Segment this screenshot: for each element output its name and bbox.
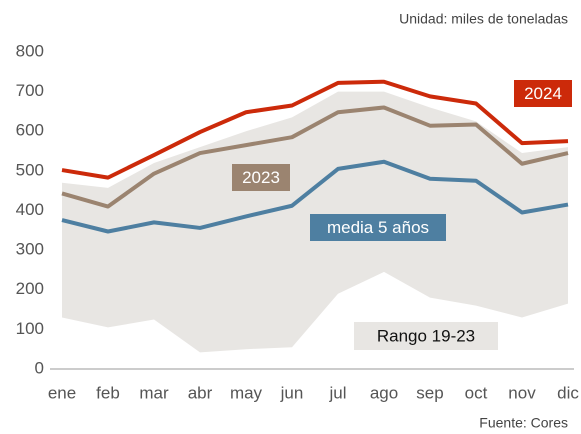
series-label: 2023	[242, 168, 280, 187]
x-tick-label: ago	[370, 383, 398, 402]
y-tick-label: 700	[16, 81, 44, 100]
y-tick-label: 0	[35, 358, 44, 377]
x-tick-label: jun	[280, 383, 304, 402]
series-label-bg	[232, 164, 290, 191]
y-tick-label: 100	[16, 319, 44, 338]
series-line	[61, 79, 569, 180]
series-label-bg	[310, 214, 446, 241]
x-tick-label: abr	[188, 383, 213, 402]
series-label: 2024	[524, 84, 562, 103]
y-tick-label: 400	[16, 200, 44, 219]
chart-source: Fuente: Cores	[479, 415, 568, 431]
x-tick-label: ene	[48, 383, 76, 402]
y-tick-label: 300	[16, 240, 44, 259]
series-line	[61, 159, 569, 234]
range-label-bg	[354, 322, 498, 350]
chart-subtitle: Unidad: miles de toneladas	[399, 11, 568, 27]
x-tick-label: feb	[96, 383, 120, 402]
x-tick-label: sep	[416, 383, 443, 402]
x-tick-label: may	[230, 383, 263, 402]
y-tick-label: 600	[16, 121, 44, 140]
x-tick-label: jul	[328, 383, 346, 402]
y-tick-label: 500	[16, 160, 44, 179]
x-tick-label: nov	[508, 383, 536, 402]
y-tick-label: 800	[16, 41, 44, 60]
y-tick-label: 200	[16, 279, 44, 298]
x-tick-label: dic	[557, 383, 579, 402]
x-tick-label: oct	[465, 383, 488, 402]
range-label: Rango 19-23	[377, 326, 475, 345]
series-label: media 5 años	[327, 218, 429, 237]
series-label-bg	[514, 80, 572, 107]
x-tick-label: mar	[139, 383, 169, 402]
series-line	[61, 105, 569, 209]
